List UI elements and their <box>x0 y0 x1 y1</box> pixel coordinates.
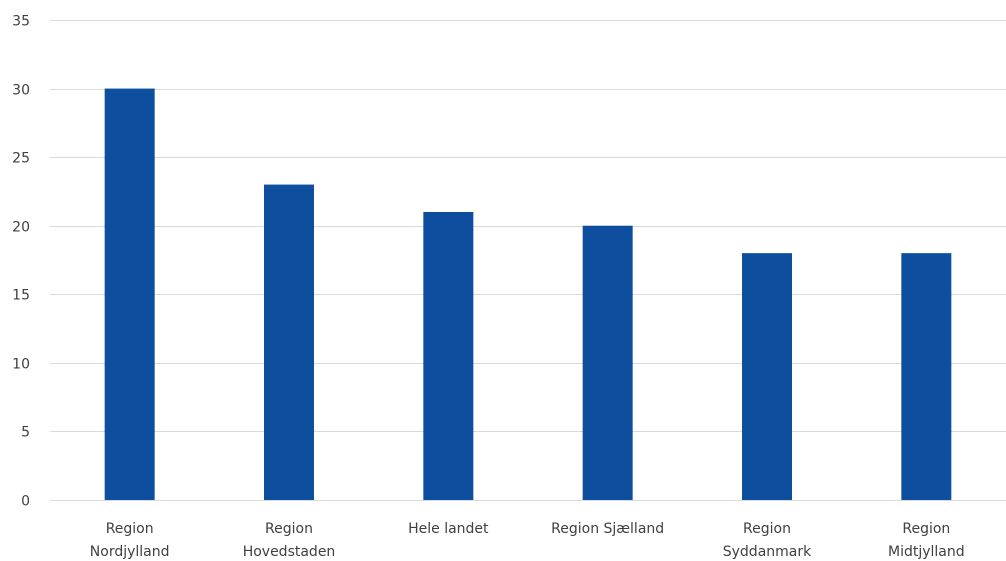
x-category-label-line: Hele landet <box>408 521 489 537</box>
y-tick-label-0: 0 <box>21 494 30 510</box>
x-category-label-2: Hele landet <box>408 521 489 537</box>
bar-3 <box>582 225 633 500</box>
gridlines <box>50 20 1006 501</box>
x-category-label-line: Region <box>106 521 154 537</box>
x-category-label-4: Region Syddanmark <box>723 521 812 560</box>
x-category-label-line: Region Sjælland <box>551 521 664 537</box>
bars <box>104 88 952 501</box>
x-axis-category-labels: Region Nordjylland Region Hovedstaden Hele l… <box>90 521 965 560</box>
x-category-label-line: Midtjylland <box>888 544 965 560</box>
x-category-label-line: Region <box>265 521 313 537</box>
bar-5 <box>901 253 952 500</box>
x-category-label-5: Region Midtjylland <box>888 521 965 560</box>
x-category-label-line: Region <box>743 521 791 537</box>
y-tick-label-10: 10 <box>12 357 30 373</box>
x-category-label-1: Region Hovedstaden <box>243 521 336 560</box>
bar-2 <box>423 212 474 500</box>
x-category-label-line: Hovedstaden <box>243 544 336 560</box>
x-category-label-line: Syddanmark <box>723 544 812 560</box>
bar-4 <box>742 253 792 500</box>
x-category-label-line: Nordjylland <box>90 544 170 560</box>
y-tick-label-15: 15 <box>12 288 30 304</box>
y-tick-label-25: 25 <box>12 151 30 167</box>
y-tick-label-5: 5 <box>21 425 30 441</box>
y-axis-tick-labels: 0 5 10 15 20 25 30 35 <box>12 14 30 510</box>
x-category-label-0: Region Nordjylland <box>90 521 170 560</box>
bar-1 <box>264 184 314 501</box>
x-category-label-3: Region Sjælland <box>551 521 664 537</box>
y-tick-label-30: 30 <box>12 83 30 99</box>
bar-0 <box>104 88 155 501</box>
y-tick-label-20: 20 <box>12 220 30 236</box>
y-tick-label-35: 35 <box>12 14 30 30</box>
x-category-label-line: Region <box>902 521 950 537</box>
